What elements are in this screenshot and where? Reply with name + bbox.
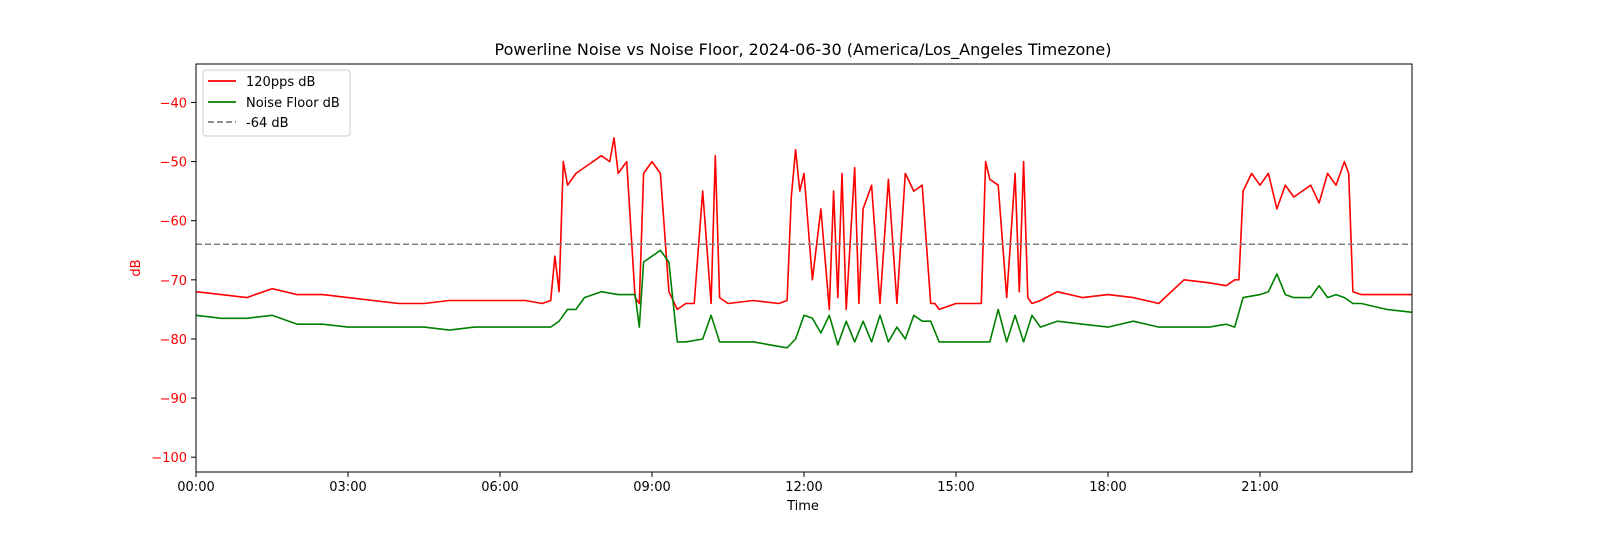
y-tick-label: −100 [151, 451, 187, 466]
y-tick-label: −90 [160, 392, 187, 407]
x-tick-label: 15:00 [937, 480, 974, 495]
legend-label-pps: 120pps dB [246, 75, 315, 90]
y-tick-label: −70 [160, 274, 187, 289]
x-tick-label: 03:00 [329, 480, 366, 495]
x-tick-label: 00:00 [177, 480, 214, 495]
y-tick-label: −80 [160, 333, 187, 348]
y-tick-label: −40 [160, 96, 187, 111]
x-axis-label: Time [786, 499, 819, 514]
y-axis-label: dB [129, 259, 144, 276]
x-tick-label: 18:00 [1089, 480, 1126, 495]
x-tick-label: 12:00 [785, 480, 822, 495]
chart-title: Powerline Noise vs Noise Floor, 2024-06-… [495, 40, 1112, 60]
series-line-pps [195, 137, 1412, 311]
x-tick-label: 21:00 [1241, 480, 1278, 495]
y-tick-label: −60 [160, 215, 187, 230]
y-axis: −40 −50 −60 −70 −80 −90 −100 [151, 96, 196, 466]
legend-box [202, 69, 351, 137]
x-axis: 00:00 03:00 06:00 09:00 12:00 15:00 18:00 21:00 [177, 472, 1279, 495]
legend-label-floor: Noise Floor dB [246, 96, 340, 111]
x-tick-label: 09:00 [633, 480, 670, 495]
legend-label-threshold: -64 dB [246, 116, 289, 131]
series-layer [195, 137, 1413, 349]
x-tick-label: 06:00 [481, 480, 518, 495]
y-tick-label: −50 [160, 156, 187, 171]
legend: 120pps dB Noise Floor dB -64 dB [202, 69, 351, 137]
series-line-noise-floor [195, 249, 1413, 349]
